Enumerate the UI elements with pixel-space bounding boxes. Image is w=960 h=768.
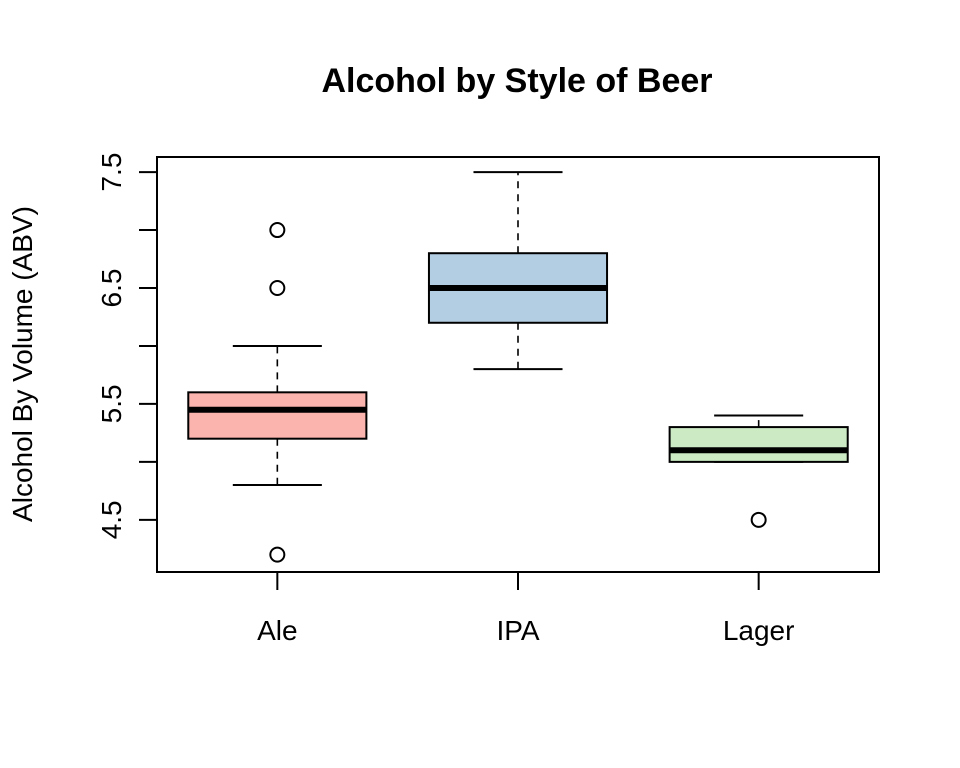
x-axis: Ale IPA Lager (257, 572, 794, 646)
y-axis-label: Alcohol By Volume (ABV) (7, 206, 38, 522)
y-tick-label: 6.5 (96, 269, 127, 308)
box-lager (668, 414, 849, 528)
x-category-label: Ale (257, 615, 297, 646)
outlier-point (269, 222, 286, 239)
iqr-box (187, 391, 368, 440)
outlier-point (750, 511, 767, 528)
y-tick-label: 5.5 (96, 384, 127, 423)
x-category-label: Lager (723, 615, 795, 646)
chart-title: Alcohol by Style of Beer (321, 62, 712, 100)
y-tick-label: 4.5 (96, 500, 127, 539)
box-ale (187, 222, 368, 563)
x-category-label: IPA (496, 615, 539, 646)
box-ipa (427, 171, 609, 371)
outlier-point (269, 279, 286, 296)
iqr-box (668, 426, 849, 463)
y-tick-label: 7.5 (96, 153, 127, 192)
boxes-group (187, 171, 849, 563)
outlier-point (269, 546, 286, 563)
y-axis: 4.5 5.5 6.5 7.5 (96, 153, 157, 539)
